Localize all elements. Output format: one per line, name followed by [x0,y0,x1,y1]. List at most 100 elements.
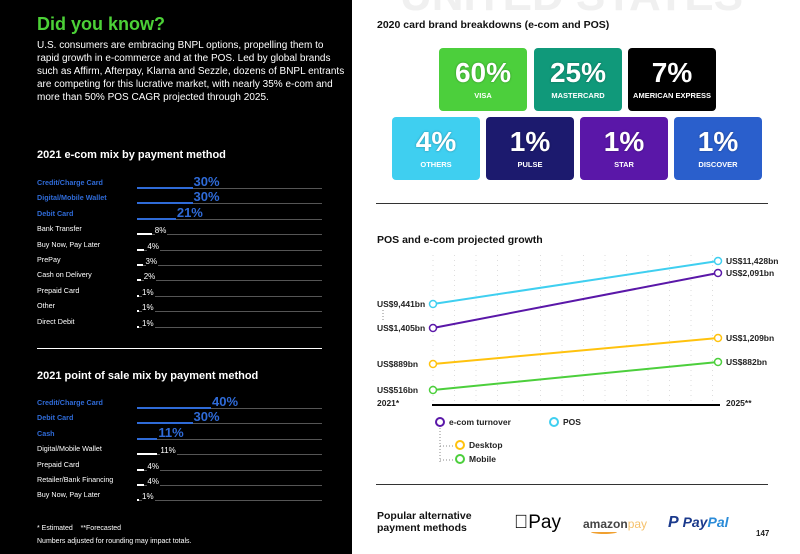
bar-track [137,326,322,328]
alt-payments-title: Popular alternative payment methods [377,510,472,534]
bar-track [137,438,322,440]
bar-track [137,188,322,189]
data-point [428,323,438,333]
watermark: UNITED STATES [400,0,743,18]
bar-label: PrePay [37,255,61,264]
card-name: STAR [614,160,634,169]
card-brand-star: 1% STAR [580,117,668,180]
end-value-label: US$11,428bn [726,256,779,266]
divider [376,484,768,485]
bar-label: Debit Card [37,413,74,423]
bar-row: Bank Transfer 8% [37,224,322,238]
bar [137,187,193,189]
series-line [432,260,719,305]
series-line [432,272,719,329]
divider [37,348,322,349]
bar-label: Buy Now, Pay Later [37,239,101,249]
bar-row: Cash 11% [37,424,322,443]
apple-pay-logo: Pay [514,512,561,533]
bar [137,248,145,251]
end-value-label: US$1,209bn [726,333,775,343]
amazon-pay-logo: amazonpay [583,517,647,534]
legend-desktop: Desktop [455,440,503,450]
bar-value: 30% [193,174,220,189]
bar-track [137,249,322,251]
bar-value: 3% [145,257,159,266]
bar-row: Buy Now, Pay Later 1% [37,490,322,504]
x-end-label: 2025** [726,398,752,408]
bar-track [137,265,322,266]
bar [137,279,141,282]
bar-label: Retailer/Bank Financing [37,475,114,484]
bar [137,233,152,236]
footnote-rounding: Numbers adjusted for rounding may impact… [37,538,192,545]
bar-row: Prepaid Card 4% [37,460,322,474]
card-percent: 60% [454,57,512,88]
bar-row: Digital/Mobile Wallet 30% [37,189,322,207]
bar-value: 30% [193,189,220,205]
card-name: OTHERS [420,160,452,169]
bar-row: Credit/Charge Card 30% [37,174,322,192]
bar-row: Direct Debit 1% [37,317,322,331]
bar-track [137,234,322,236]
bar-value: 11% [158,424,184,440]
data-point [428,359,438,369]
bar-row: Buy Now, Pay Later 4% [37,240,322,254]
bar [137,437,158,440]
bar-track [137,423,322,425]
bar-row: Cash on Delivery 2% [37,270,322,284]
card-percent: 7% [651,57,693,88]
data-point [713,333,723,343]
card-brand-american-express: 7% AMERICAN EXPRESS [628,48,716,111]
bar-label: Cash [37,428,55,438]
bar-track [137,454,322,456]
data-point [713,256,723,266]
bar-label: Other [37,301,55,311]
bar [137,325,139,328]
bar-track [137,408,322,409]
bar [137,422,193,425]
bar-row: PrePay 3% [37,255,322,269]
start-value-label: US$9,441bn [377,299,426,309]
pos-ring-icon [549,417,559,427]
bar-value: 1% [142,287,155,297]
data-point [713,357,723,367]
bar-track [137,295,322,297]
bar-value: 40% [212,394,239,409]
did-you-know-title: Did you know? [37,14,165,34]
legend-pos: POS [549,417,581,427]
card-brand-others: 4% OTHERS [392,117,480,180]
bar [137,453,158,456]
bar-track [137,469,322,471]
bar [137,484,145,486]
bar-value: 4% [147,477,160,486]
bar-value: 1% [142,303,155,313]
bar-value: 2% [143,272,157,282]
paypal-icon: P [668,514,679,531]
bar-label: Prepaid Card [37,459,80,469]
paypal-logo: P PayPal [668,514,729,531]
bar [137,217,176,220]
bar-label: Prepaid Card [37,285,80,295]
bar-row: Prepaid Card 1% [37,286,322,300]
growth-title: POS and e-com projected growth [377,234,543,246]
bar-row: Debit Card 30% [37,410,322,427]
card-percent: 1% [603,126,645,157]
card-name: VISA [474,91,492,100]
card-percent: 1% [509,126,551,157]
bar [137,407,211,409]
page-number: 147 [756,529,770,538]
card-name: AMERICAN EXPRESS [633,91,711,100]
bar-label: Bank Transfer [37,224,82,234]
bar [137,202,193,205]
ecom-mix-title: 2021 e-com mix by payment method [37,149,226,161]
bar-track [137,485,322,486]
bar [137,310,139,313]
bar-track [137,500,322,502]
bar-label: Buy Now, Pay Later [37,490,101,500]
bar-value: 4% [147,241,160,251]
series-line [432,361,719,391]
bar-track [137,218,322,220]
bar [137,468,145,471]
